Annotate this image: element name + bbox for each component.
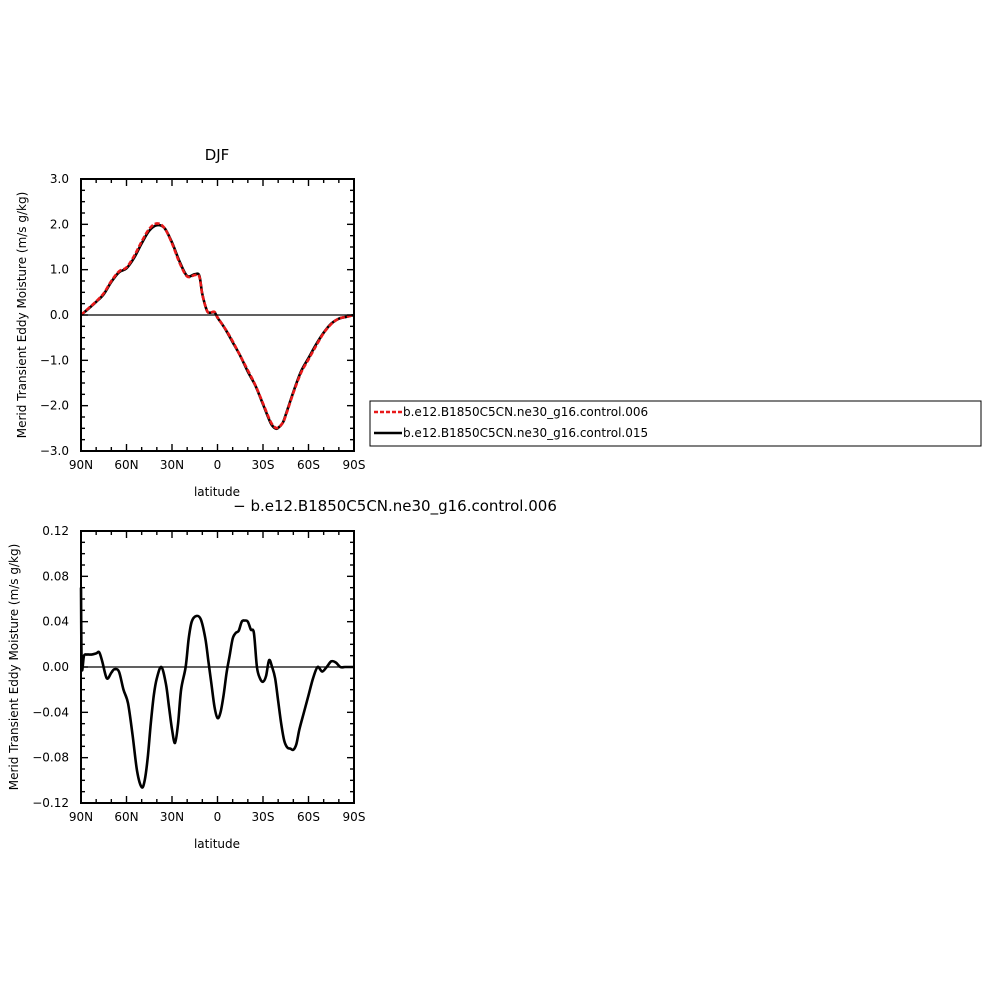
top-chart-x-tick-label: 90S (343, 458, 366, 472)
bottom-chart-y-tick-label: −0.12 (32, 796, 69, 810)
bottom-chart-title: − b.e12.B1850C5CN.ne30_g16.control.006 (233, 497, 557, 516)
bottom-chart-x-tick-label: 60N (114, 810, 138, 824)
top-chart-series-line-2 (80, 223, 355, 431)
bottom-chart-x-tick-label: 90S (343, 810, 366, 824)
bottom-chart-axes: 90N 60N 30N 0 30S 60S 90S 0.12 0.08 0.04 0.00 −0.04… (32, 524, 365, 824)
bottom-chart-y-tick-label: 0.04 (42, 615, 69, 629)
top-chart-y-axis-label: Merid Transient Eddy Moisture (m/s g/kg) (15, 192, 29, 439)
top-chart-x-tick-label: 60N (114, 458, 138, 472)
bottom-chart-series-group (79, 587, 354, 789)
bottom-chart-x-tick-label: 30N (160, 810, 184, 824)
top-chart-y-tick-label: 0.0 (50, 308, 69, 322)
bottom-chart-x-tick-label: 30S (252, 810, 275, 824)
bottom-chart-y-tick-label: −0.04 (32, 705, 69, 719)
top-chart-y-tick-label: −3.0 (40, 444, 69, 458)
top-chart-y-tick-label: −1.0 (40, 353, 69, 367)
bottom-chart-x-tick-label: 60S (297, 810, 320, 824)
top-chart-x-tick-label: 0 (214, 458, 222, 472)
legend-entry-series-1: b.e12.B1850C5CN.ne30_g16.control.006 (403, 405, 648, 419)
top-chart-x-tick-label: 30S (252, 458, 275, 472)
top-chart-axes: 90N 60N 30N 0 30S 60S 90S 3.0 2.0 1.0 0.0 −1.0 −2.0 −… (40, 172, 366, 472)
legend-entry-series-2: b.e12.B1850C5CN.ne30_g16.control.015 (403, 426, 648, 440)
top-chart-x-tick-label: 60S (297, 458, 320, 472)
bottom-chart-x-axis-label: latitude (194, 837, 240, 851)
top-chart-title: DJF (205, 146, 230, 164)
top-chart-series-group (80, 222, 355, 431)
top-chart-y-tick-label: 3.0 (50, 172, 69, 186)
bottom-chart-x-tick-label: 90N (69, 810, 93, 824)
legend: b.e12.B1850C5CN.ne30_g16.control.006 b.e… (369, 400, 982, 447)
bottom-chart-y-tick-label: 0.12 (42, 524, 69, 538)
bottom-chart-series-line-1 (79, 587, 354, 789)
bottom-chart-y-axis-label: Merid Transient Eddy Moisture (m/s g/kg) (7, 544, 21, 791)
bottom-chart-panel: − b.e12.B1850C5CN.ne30_g16.control.006 9… (7, 497, 557, 851)
top-chart-x-tick-label: 90N (69, 458, 93, 472)
top-chart-y-tick-label: −2.0 (40, 399, 69, 413)
bottom-chart-x-tick-label: 0 (214, 810, 222, 824)
bottom-chart-y-tick-label: −0.08 (32, 751, 69, 765)
top-chart-y-tick-label: 2.0 (50, 217, 69, 231)
bottom-chart-y-tick-label: 0.08 (42, 569, 69, 583)
bottom-chart-y-tick-label: 0.00 (42, 660, 69, 674)
top-chart-panel: DJF 90N 60N 30N 0 30S 60S 90S 3.0 2.0 1.0 0.0 −1.0 −… (15, 146, 365, 499)
top-chart-x-axis-label: latitude (194, 485, 240, 499)
top-chart-y-tick-label: 1.0 (50, 263, 69, 277)
top-chart-series-line-1 (80, 222, 355, 430)
legend-box (369, 400, 982, 447)
top-chart-x-tick-label: 30N (160, 458, 184, 472)
